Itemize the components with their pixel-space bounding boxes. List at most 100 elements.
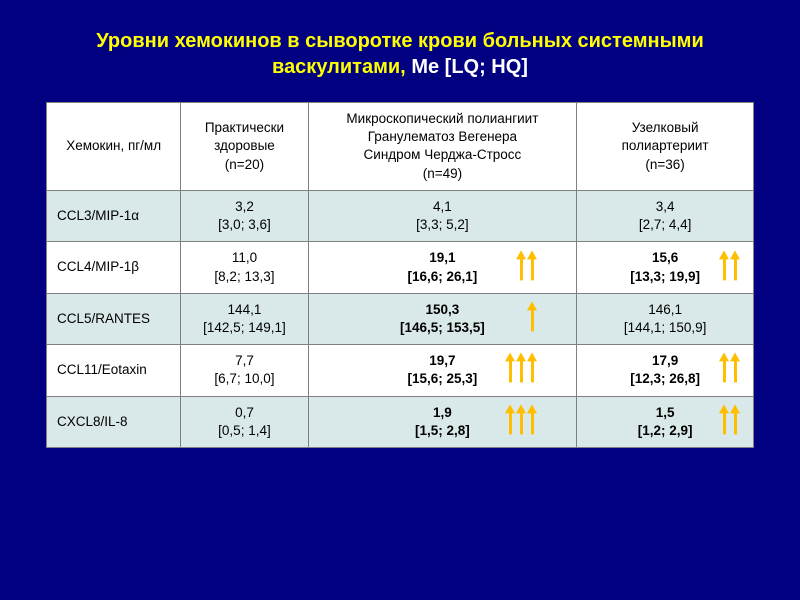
title-main: Уровни хемокинов в сыворотке крови больн… — [96, 30, 704, 78]
cell-range: [8,2; 13,3] — [214, 269, 274, 284]
value-cell: 4,1 [3,3; 5,2] — [392, 198, 492, 234]
up-arrow-group — [719, 353, 741, 388]
value-cell: 3,2 [3,0; 3,6] — [194, 198, 294, 234]
cell-value: 3,4 — [656, 199, 675, 214]
up-arrow-icon — [528, 404, 537, 434]
cell-value: 144,1 — [228, 302, 262, 317]
up-arrow-group — [719, 250, 741, 285]
cell-range: [12,3; 26,8] — [630, 371, 700, 386]
value-cell: 144,1[142,5; 149,1] — [194, 301, 294, 337]
cell-range: [0,5; 1,4] — [218, 423, 271, 438]
cell-pan: 17,9 [12,3; 26,8] — [577, 345, 754, 396]
up-arrow-icon — [720, 353, 729, 383]
cell-healthy: 11,0 [8,2; 13,3] — [181, 242, 308, 293]
cell-range: [6,7; 10,0] — [214, 371, 274, 386]
table-row: CCL5/RANTES144,1[142,5; 149,1]150,3[146,… — [47, 293, 754, 344]
cell-mpa: 150,3 [146,5; 153,5] — [308, 293, 577, 344]
cell-mpa: 19,1 [16,6; 26,1] — [308, 242, 577, 293]
up-arrow-group — [527, 301, 538, 336]
value-cell: 1,5 [1,2; 2,9] — [615, 404, 715, 440]
cell-pan: 1,5 [1,2; 2,9] — [577, 396, 754, 447]
cell-value: 11,0 — [232, 250, 257, 265]
value-cell: 150,3 [146,5; 153,5] — [392, 301, 492, 337]
cell-healthy: 0,7 [0,5; 1,4] — [181, 396, 308, 447]
row-label: CCL3/MIP-1α — [47, 190, 181, 241]
cell-healthy: 144,1[142,5; 149,1] — [181, 293, 308, 344]
table-body: CCL3/MIP-1α 3,2 [3,0; 3,6] 4,1 [3,3; 5,2] 3,4… — [47, 190, 754, 447]
row-label: CXCL8/IL-8 — [47, 396, 181, 447]
cell-value: 15,6 — [652, 250, 678, 265]
chemokine-table: Хемокин, пг/мл Практически здоровые (n=2… — [46, 102, 754, 448]
row-label: CCL4/MIP-1β — [47, 242, 181, 293]
col-header-text: здоровые — [214, 138, 275, 153]
cell-value: 7,7 — [235, 353, 254, 368]
up-arrow-group — [505, 404, 538, 439]
title-suffix: Me [LQ; HQ] — [411, 56, 528, 78]
table-row: CCL3/MIP-1α 3,2 [3,0; 3,6] 4,1 [3,3; 5,2] 3,4… — [47, 190, 754, 241]
col-header-text: (n=20) — [225, 157, 264, 172]
up-arrow-icon — [517, 250, 526, 280]
cell-value: 3,2 — [235, 199, 254, 214]
cell-range: [3,0; 3,6] — [218, 217, 271, 232]
up-arrow-group — [719, 404, 741, 439]
col-header-text: Хемокин, пг/мл — [66, 138, 161, 153]
up-arrow-icon — [528, 301, 537, 331]
table-row: CCL4/MIP-1β 11,0 [8,2; 13,3] 19,1 [16,6; 26,… — [47, 242, 754, 293]
up-arrow-icon — [731, 250, 740, 280]
col-header-chemokine: Хемокин, пг/мл — [47, 103, 181, 191]
up-arrow-icon — [720, 404, 729, 434]
value-cell: 17,9 [12,3; 26,8] — [615, 352, 715, 388]
up-arrow-icon — [506, 353, 515, 383]
col-header-text: Синдром Черджа-Стросс — [364, 147, 522, 162]
cell-value: 150,3 — [426, 302, 460, 317]
col-header-text: Практически — [205, 120, 284, 135]
value-cell: 11,0 [8,2; 13,3] — [194, 249, 294, 285]
up-arrow-icon — [528, 250, 537, 280]
value-cell: 3,4 [2,7; 4,4] — [615, 198, 715, 234]
value-cell: 15,6 [13,3; 19,9] — [615, 249, 715, 285]
cell-range: [16,6; 26,1] — [408, 269, 478, 284]
cell-value: 1,9 — [433, 405, 452, 420]
cell-range: [144,1; 150,9] — [624, 320, 707, 335]
cell-healthy: 3,2 [3,0; 3,6] — [181, 190, 308, 241]
cell-value: 17,9 — [652, 353, 678, 368]
value-cell: 146,1 [144,1; 150,9] — [615, 301, 715, 337]
up-arrow-group — [516, 250, 538, 285]
cell-range: [3,3; 5,2] — [416, 217, 469, 232]
cell-range: [2,7; 4,4] — [639, 217, 692, 232]
cell-mpa: 4,1 [3,3; 5,2] — [308, 190, 577, 241]
up-arrow-icon — [506, 404, 515, 434]
cell-value: 4,1 — [433, 199, 452, 214]
value-cell: 7,7 [6,7; 10,0] — [194, 352, 294, 388]
cell-range: [15,6; 25,3] — [408, 371, 478, 386]
cell-range: [146,5; 153,5] — [400, 320, 485, 335]
up-arrow-group — [505, 353, 538, 388]
value-cell: 0,7 [0,5; 1,4] — [194, 404, 294, 440]
value-cell: 19,1 [16,6; 26,1] — [392, 249, 492, 285]
col-header-text: Гранулематоз Вегенера — [368, 129, 517, 144]
up-arrow-icon — [731, 404, 740, 434]
cell-pan: 146,1 [144,1; 150,9] — [577, 293, 754, 344]
cell-range: [1,5; 2,8] — [415, 423, 470, 438]
col-header-text: Узелковый — [632, 120, 699, 135]
col-header-pan: Узелковый полиартериит (n=36) — [577, 103, 754, 191]
cell-value: 146,1 — [648, 302, 682, 317]
row-label: CCL11/Eotaxin — [47, 345, 181, 396]
cell-value: 19,1 — [429, 250, 455, 265]
value-cell: 1,9 [1,5; 2,8] — [392, 404, 492, 440]
cell-value: 0,7 — [235, 405, 254, 420]
cell-range: [13,3; 19,9] — [630, 269, 700, 284]
up-arrow-icon — [517, 404, 526, 434]
cell-pan: 3,4 [2,7; 4,4] — [577, 190, 754, 241]
col-header-text: (n=36) — [645, 157, 684, 172]
cell-range: [1,2; 2,9] — [638, 423, 693, 438]
up-arrow-icon — [720, 250, 729, 280]
col-header-healthy: Практически здоровые (n=20) — [181, 103, 308, 191]
cell-pan: 15,6 [13,3; 19,9] — [577, 242, 754, 293]
cell-healthy: 7,7 [6,7; 10,0] — [181, 345, 308, 396]
table-row: CCL11/Eotaxin 7,7 [6,7; 10,0] 19,7[15,6; 25… — [47, 345, 754, 396]
slide: Уровни хемокинов в сыворотке крови больн… — [0, 0, 800, 600]
cell-value: 1,5 — [656, 405, 675, 420]
table-header-row: Хемокин, пг/мл Практически здоровые (n=2… — [47, 103, 754, 191]
cell-mpa: 19,7[15,6; 25,3] — [308, 345, 577, 396]
